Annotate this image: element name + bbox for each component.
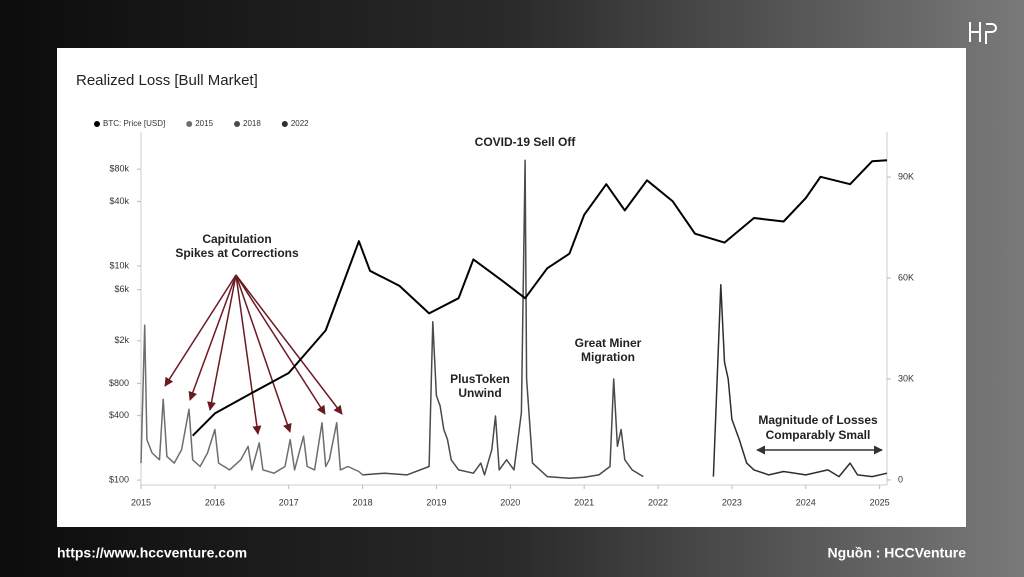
x-tick-label: 2022 [648,497,668,507]
legend-label: 2018 [243,119,261,128]
annotation: Spikes at Corrections [175,246,299,260]
chart-title: Realized Loss [Bull Market] [76,72,258,89]
y2-tick-label: 0 [898,474,903,484]
legend-label: 2015 [195,119,213,128]
annotation: Capitulation [202,232,271,246]
legend-marker [94,121,100,127]
series-line [362,159,644,480]
y-tick-label: $100 [109,474,129,484]
annotation: Magnitude of Losses [758,413,878,427]
y-tick-label: $80k [109,164,129,174]
y-tick-label: $6k [114,284,129,294]
y2-tick-label: 30K [898,373,914,383]
x-tick-label: 2023 [722,497,742,507]
legend-label: BTC: Price [USD] [103,119,165,128]
x-tick-label: 2019 [426,497,446,507]
x-tick-label: 2020 [500,497,520,507]
annotation: PlusToken [450,372,510,386]
legend-marker [281,121,288,127]
y2-tick-label: 90K [898,171,914,181]
y-tick-label: $800 [109,378,129,388]
x-tick-label: 2015 [131,497,151,507]
legend-marker [186,121,193,127]
series-line [191,159,888,437]
y2-tick-label: 60K [898,272,914,282]
x-tick-label: 2021 [574,497,594,507]
y-tick-label: $40k [109,196,129,206]
x-tick-label: 2024 [796,497,816,507]
logo [969,22,997,44]
x-tick-label: 2016 [205,497,225,507]
y-tick-label: $2k [114,335,129,345]
y-tick-label: $10k [109,260,129,270]
x-tick-label: 2017 [279,497,299,507]
footer-url: https://www.hccventure.com [57,545,247,561]
series-line [140,324,364,476]
x-tick-label: 2018 [353,497,373,507]
legend-marker [234,121,241,127]
y-tick-label: $400 [109,410,129,420]
annotation: COVID-19 Sell Off [475,135,577,149]
annotation: Migration [581,350,635,364]
series-line [712,284,888,478]
annotation: Great Miner [575,336,642,350]
footer-source: Nguồn : HCCVenture [828,545,967,561]
arrows [164,274,883,455]
x-tick-label: 2025 [870,497,890,507]
annotation: Comparably Small [766,428,871,442]
annotation: Unwind [458,386,501,400]
legend-label: 2022 [291,119,309,128]
